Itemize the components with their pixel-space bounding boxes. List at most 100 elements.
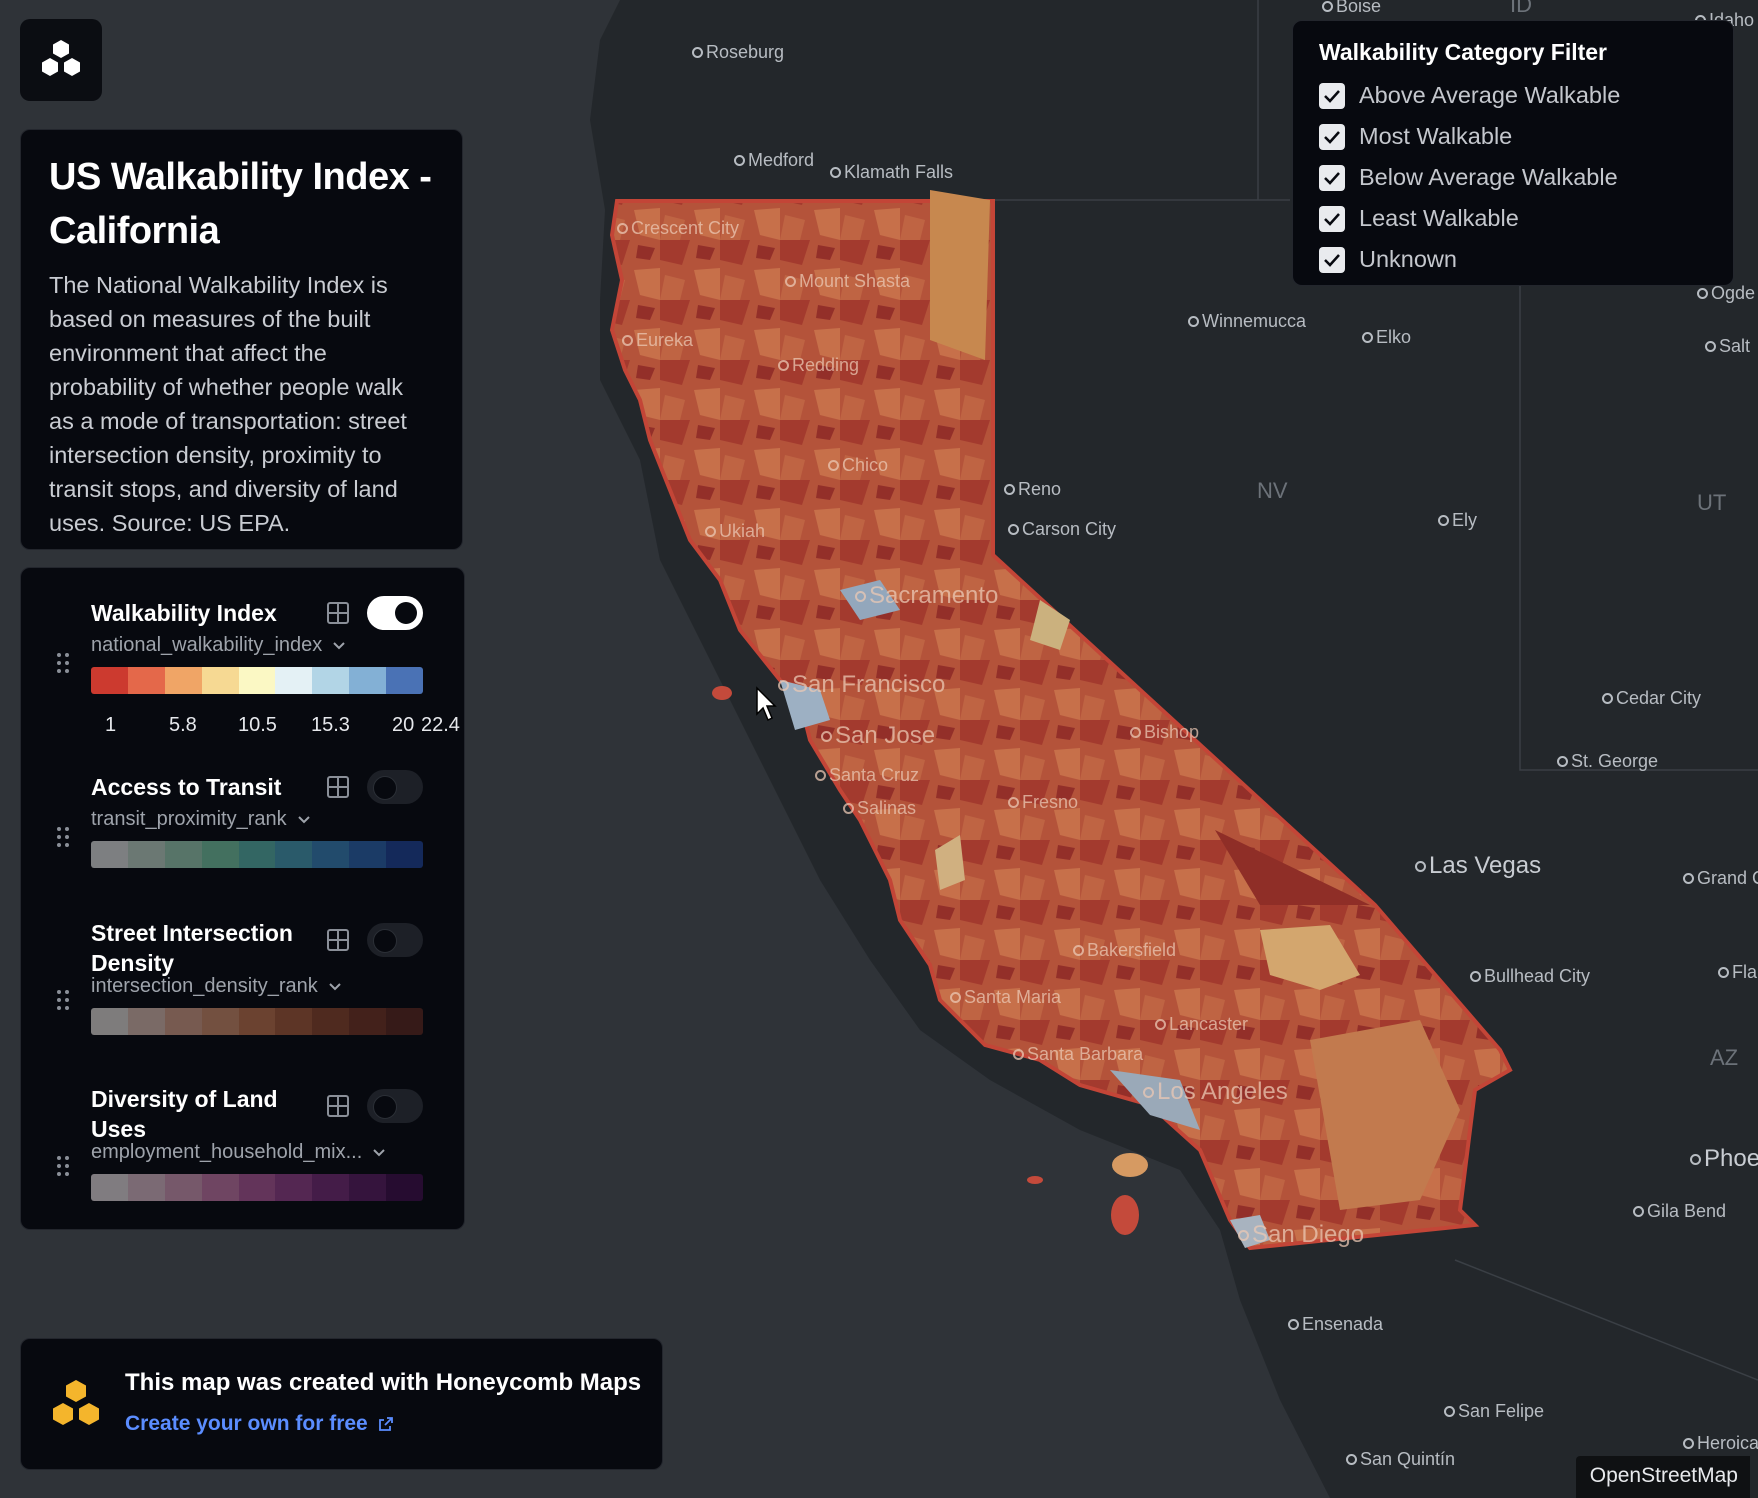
color-ramp-swatch (349, 841, 387, 868)
color-ramp-swatch (238, 1174, 276, 1201)
map-label-ely: Ely (1438, 510, 1477, 531)
drag-handle-icon[interactable] (57, 653, 71, 675)
honeycomb-promo-card: This map was created with Honeycomb Maps… (20, 1338, 663, 1470)
legend-tick: 20 (392, 714, 415, 736)
map-label-heroica: Heroica (1683, 1433, 1758, 1454)
filter-option-label: Least Walkable (1359, 205, 1519, 231)
color-ramp-swatch (127, 1174, 165, 1201)
page-description: The National Walkability Index is based … (49, 272, 407, 536)
map-label-cedar-city: Cedar City (1602, 688, 1701, 709)
map-label-boise: Boise (1322, 0, 1381, 17)
color-ramp-swatch (349, 667, 387, 694)
checkbox-checked-icon[interactable] (1319, 82, 1345, 109)
map-label-nv-state: NV (1257, 478, 1288, 503)
color-ramp-swatch (238, 667, 276, 694)
promo-title: This map was created with Honeycomb Maps (125, 1369, 642, 1396)
filter-option[interactable]: Most Walkable (1319, 116, 1733, 157)
map-label-ukiah: Ukiah (705, 521, 765, 542)
map-label-crescent-city: Crescent City (617, 218, 739, 239)
honeycomb-promo-logo-icon (53, 1380, 99, 1425)
color-ramp-swatch (164, 841, 202, 868)
color-ramp-swatch (275, 667, 313, 694)
layer-field-select[interactable]: employment_household_mix... (91, 1141, 386, 1164)
map-label-medford: Medford (734, 150, 814, 171)
map-label-grand-c: Grand C (1683, 868, 1758, 889)
map-label-bishop: Bishop (1130, 722, 1199, 743)
filter-option[interactable]: Unknown (1319, 239, 1733, 280)
color-ramp-swatch (91, 1008, 128, 1035)
map-label-winnemucca: Winnemucca (1188, 311, 1306, 332)
map-label-bullhead-city: Bullhead City (1470, 966, 1590, 987)
color-ramp (91, 841, 423, 868)
filter-option[interactable]: Least Walkable (1319, 198, 1733, 239)
color-ramp-swatch (386, 1174, 423, 1201)
filter-option-label: Above Average Walkable (1359, 82, 1621, 108)
color-ramp-swatch (312, 841, 350, 868)
color-ramp-swatch (312, 667, 350, 694)
color-ramp-swatch (164, 1008, 202, 1035)
map-attribution[interactable]: OpenStreetMap (1575, 1456, 1750, 1498)
honeycomb-logo-icon (42, 40, 80, 76)
layer-visibility-toggle[interactable] (367, 770, 423, 804)
color-ramp-swatch (386, 1008, 423, 1035)
chevron-down-icon (373, 1148, 385, 1156)
legend-tick: 10.5 (238, 714, 277, 736)
layer-field-select[interactable]: intersection_density_rank (91, 975, 342, 998)
title-card: US Walkability Index - California The Na… (20, 129, 463, 550)
color-ramp-swatch (201, 667, 239, 694)
category-filter-panel: Walkability Category Filter Above Averag… (1292, 20, 1734, 286)
map-label-salinas: Salinas (843, 798, 916, 819)
color-ramp-swatch (127, 841, 165, 868)
filter-option-label: Unknown (1359, 246, 1457, 272)
drag-handle-icon[interactable] (57, 827, 71, 849)
table-view-icon[interactable] (327, 1095, 349, 1117)
checkbox-checked-icon[interactable] (1319, 164, 1345, 191)
layer-name: Diversity of Land Uses (91, 1086, 278, 1142)
map-label-gila-bend: Gila Bend (1633, 1201, 1726, 1222)
checkbox-checked-icon[interactable] (1319, 123, 1345, 150)
map-label-san-felipe: San Felipe (1444, 1401, 1544, 1422)
table-view-icon[interactable] (327, 776, 349, 798)
color-ramp-swatch (91, 1174, 128, 1201)
color-ramp-swatch (164, 667, 202, 694)
color-ramp-swatch (127, 1008, 165, 1035)
layer-field-select[interactable]: transit_proximity_rank (91, 808, 311, 831)
map-label-san-diego: San Diego (1238, 1221, 1364, 1249)
map-label-las-vegas: Las Vegas (1415, 852, 1541, 880)
mouse-cursor (756, 686, 777, 722)
checkbox-checked-icon[interactable] (1319, 246, 1345, 273)
checkbox-checked-icon[interactable] (1319, 205, 1345, 232)
map-label-id-state: ID (1510, 0, 1532, 17)
legend-tick: 15.3 (311, 714, 350, 736)
table-view-icon[interactable] (327, 929, 349, 951)
layer-visibility-toggle[interactable] (367, 1089, 423, 1123)
map-label-lancaster: Lancaster (1155, 1014, 1248, 1035)
color-ramp (91, 1008, 423, 1035)
filter-option[interactable]: Above Average Walkable (1319, 75, 1733, 116)
create-your-own-link[interactable]: Create your own for free (125, 1412, 394, 1436)
app-logo-button[interactable] (20, 19, 102, 101)
layer-visibility-toggle[interactable] (367, 923, 423, 957)
table-view-icon[interactable] (327, 602, 349, 624)
layer-field-label: transit_proximity_rank (91, 808, 287, 830)
drag-handle-icon[interactable] (57, 990, 71, 1012)
color-ramp-swatch (91, 667, 128, 694)
map-label-santa-barbara: Santa Barbara (1013, 1044, 1143, 1065)
drag-handle-icon[interactable] (57, 1156, 71, 1178)
map-label-roseburg: Roseburg (692, 42, 784, 63)
color-ramp-swatch (275, 841, 313, 868)
walkability-patches (780, 190, 1460, 1248)
legend-tick: 22.4 (421, 714, 460, 736)
map-label-sacramento: Sacramento (855, 582, 998, 610)
map-label-san-quintin: San Quintín (1346, 1449, 1455, 1470)
channel-islands (712, 686, 1148, 1235)
color-ramp-swatch (386, 667, 423, 694)
layer-field-select[interactable]: national_walkability_index (91, 634, 346, 657)
map-label-bakersfield: Bakersfield (1073, 940, 1176, 961)
color-ramp-swatch (127, 667, 165, 694)
filter-option[interactable]: Below Average Walkable (1319, 157, 1733, 198)
map-label-redding: Redding (778, 355, 859, 376)
color-ramp-swatch (201, 1008, 239, 1035)
color-ramp-swatch (238, 1008, 276, 1035)
layer-visibility-toggle[interactable] (367, 596, 423, 630)
